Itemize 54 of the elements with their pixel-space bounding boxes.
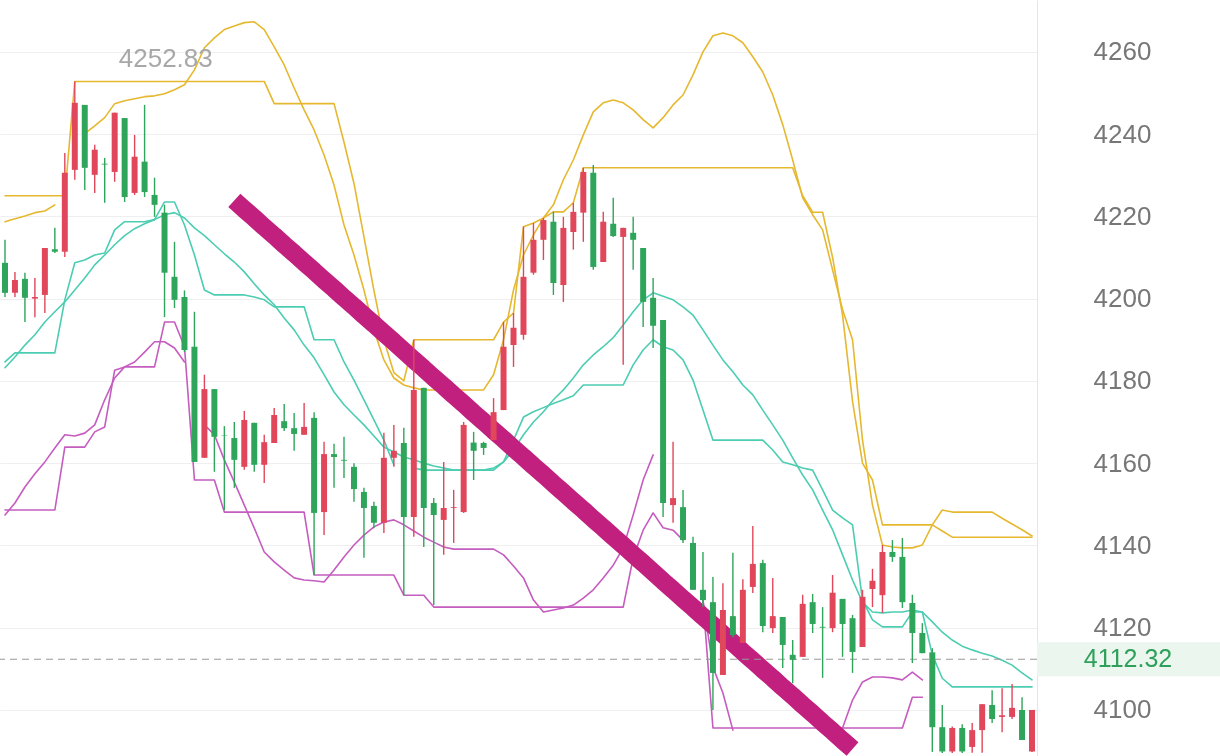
candlestick — [450, 489, 457, 544]
candlestick — [261, 434, 268, 484]
candlestick — [789, 639, 796, 684]
candlestick — [969, 722, 976, 754]
candlestick — [889, 539, 896, 563]
candlestick — [360, 487, 367, 559]
y-tick-label: 4100 — [1093, 694, 1152, 725]
candlestick — [999, 687, 1006, 733]
candlestick — [231, 421, 238, 489]
candlestick — [440, 461, 447, 556]
y-tick-label: 4160 — [1093, 447, 1152, 478]
candlestick — [949, 725, 956, 754]
candlestick — [21, 272, 28, 323]
candlestick — [959, 723, 966, 754]
ref-line-label: 4112.32 — [1083, 644, 1173, 673]
candlestick — [769, 577, 776, 634]
candlestick — [51, 227, 58, 254]
candlestick — [699, 551, 706, 608]
candlestick — [620, 227, 627, 366]
candlestick — [749, 525, 756, 594]
candlestick — [819, 606, 826, 679]
candlestick — [919, 622, 926, 654]
candlestick — [31, 277, 38, 318]
y-tick-label: 4200 — [1093, 283, 1152, 314]
candlestick — [341, 436, 347, 479]
candlestick — [540, 217, 547, 261]
y-tick-label: 4260 — [1093, 36, 1152, 67]
candlestick — [301, 402, 308, 436]
candlestick — [989, 689, 996, 724]
y-tick-label: 4220 — [1093, 200, 1152, 231]
candlestick — [729, 552, 736, 638]
candlestick — [869, 568, 876, 608]
candlestick — [11, 271, 18, 298]
candlestick — [331, 443, 338, 489]
candlestick — [809, 593, 816, 634]
candlestick — [350, 462, 357, 503]
y-tick-label: 4120 — [1093, 612, 1152, 643]
y-tick-label: 4140 — [1093, 529, 1152, 560]
candlestick — [390, 424, 397, 468]
candlestick — [610, 197, 617, 238]
candlestick — [570, 202, 577, 251]
y-tick-label: 4240 — [1093, 118, 1152, 149]
candlestick — [630, 216, 637, 271]
candlestick — [370, 501, 377, 529]
candlestick — [291, 412, 298, 452]
candlestick — [470, 431, 477, 481]
candlestick — [670, 441, 677, 524]
candlestick — [510, 312, 517, 368]
candlestick — [430, 497, 437, 606]
candlestick — [101, 157, 108, 204]
candlestick — [151, 176, 158, 218]
candlestick — [281, 403, 288, 432]
y-tick-label: 4180 — [1093, 365, 1152, 396]
candlestick — [1009, 683, 1016, 720]
